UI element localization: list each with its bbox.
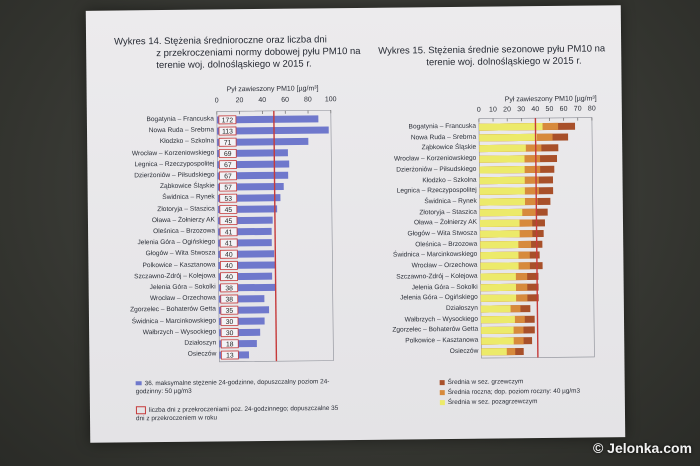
chart15-bar-3 (480, 294, 517, 302)
chart14-days-value: 40 (225, 252, 233, 259)
chart14-days-value: 53 (224, 196, 232, 203)
chart15-bar-3 (480, 273, 516, 281)
chart14-days-value: 38 (225, 296, 233, 303)
chart14-days-box (220, 305, 239, 315)
chart15-bar-3 (479, 176, 525, 185)
chart15-bar-3 (480, 251, 519, 260)
chart15-bar-3 (478, 123, 543, 131)
chart14-days-box (220, 272, 238, 282)
chart15-legend-label-1: Średnia w sez. grzewczym (447, 378, 524, 387)
projected-slide: Wykres 14. Stężenia średnioroczne oraz l… (85, 5, 626, 443)
chart14-days-value: 18 (226, 341, 234, 348)
chart15-bar-3 (479, 144, 526, 153)
chart14-days-box (220, 350, 239, 360)
chart14-days-box (220, 283, 239, 293)
chart14-days-value: 45 (225, 207, 233, 214)
chart14-legend-label-2: liczba dni z przekroczeniami poz. 24-god… (135, 404, 339, 422)
chart14-days-box (218, 160, 237, 170)
legend-swatch-yellow (439, 399, 445, 405)
chart14-legend-label-1: 36. maksymalne stężenie 24-godzinne, dop… (135, 378, 330, 396)
chart14-days-box (218, 148, 237, 158)
chart15-legend-item-2: Średnia roczna; dop. poziom roczny: 40 µ… (439, 387, 581, 397)
chart14-days-box (219, 238, 238, 248)
chart15-legend-item-1: Średnia w sez. grzewczym (439, 378, 524, 387)
chart15-bar-3 (479, 208, 523, 217)
chart14-days-value: 113 (222, 128, 233, 135)
chart14-days-box (219, 249, 238, 259)
chart14-limit-line (273, 110, 278, 362)
chart14-legend-item-2: liczba dni z przekroczeniami poz. 24-god… (135, 404, 341, 423)
chart14-days-value: 40 (225, 274, 233, 281)
chart14-days-value: 30 (226, 319, 234, 326)
chart14-days-value: 41 (225, 229, 233, 236)
chart15-bar-3 (479, 166, 525, 174)
chart14-days-value: 67 (224, 173, 232, 180)
chart14-days-box (219, 193, 238, 203)
chart15-bar-3 (480, 305, 511, 313)
chart14-days-value: 35 (226, 308, 234, 315)
chart14-days-box (219, 171, 237, 181)
chart15-bar-3 (480, 262, 519, 270)
chart14-days-box (219, 204, 238, 214)
chart14-legend-item-1: 36. maksymalne stężenie 24-godzinne, dop… (135, 378, 341, 396)
chart14-days-value: 69 (224, 151, 232, 158)
chart15-bar-3 (480, 283, 517, 292)
chart14-days-box (220, 294, 239, 304)
chart14-days-box (218, 126, 237, 136)
chart15-bar-3 (480, 230, 520, 238)
chart14-days-box (220, 316, 239, 326)
chart14-days-value: 13 (226, 352, 234, 359)
chart14-days-box (219, 227, 238, 237)
chart14-days-value: 57 (224, 184, 232, 191)
chart14-days-box (219, 182, 238, 192)
chart14-days-box (219, 260, 238, 270)
chart15-limit-line (534, 118, 539, 358)
chart14-days-value: 40 (225, 263, 233, 270)
chart15-bar-3 (479, 133, 538, 142)
chart14-days-value: 172 (222, 117, 234, 124)
chart15-bar-3 (481, 337, 514, 345)
chart14-bar (216, 126, 329, 135)
chart14-days-box (220, 328, 239, 338)
chart15-bar-3 (479, 219, 520, 227)
chart15-legend-label-2: Średnia roczna; dop. poziom roczny: 40 µ… (447, 387, 581, 397)
chart14-plot: 172 113 71 69 67 67 57 53 45 45 41 41 40 40 40 38 38 35 30… (216, 109, 334, 363)
chart15-plot (478, 117, 595, 359)
legend-swatch-blue (135, 381, 142, 386)
chart15-bar-3 (479, 155, 525, 163)
legend-swatch-orange (439, 389, 445, 395)
chart15-bar-3 (481, 348, 507, 356)
chart15-bar-3 (481, 326, 514, 334)
legend-swatch-red-box (135, 406, 146, 415)
chart15-legend-item-3: Średnia w sez. pozagrzewczym (439, 398, 538, 407)
chart15-bar-3 (479, 187, 525, 195)
chart14-bar (217, 137, 309, 146)
chart14-days-box (220, 339, 239, 349)
legend-swatch-dark-orange (439, 379, 445, 385)
watermark: © Jelonka.com (592, 440, 692, 456)
chart15-bar-3 (480, 240, 519, 249)
chart14-days-value: 67 (224, 162, 232, 169)
chart15-bar-3 (479, 198, 526, 206)
chart14-days-value: 38 (225, 285, 233, 292)
chart14-days-box (219, 216, 238, 226)
chart14-days-box (218, 115, 237, 125)
chart14-days-value: 30 (226, 330, 234, 337)
chart14-days-value: 41 (225, 240, 233, 247)
chart14-days-box (218, 137, 237, 147)
chart14-bar (216, 115, 319, 124)
chart14-days-value: 71 (224, 140, 232, 147)
chart14-days-value: 45 (225, 218, 233, 225)
chart15-legend-label-3: Średnia w sez. pozagrzewczym (447, 398, 538, 407)
chart15-bar-3 (480, 315, 515, 324)
